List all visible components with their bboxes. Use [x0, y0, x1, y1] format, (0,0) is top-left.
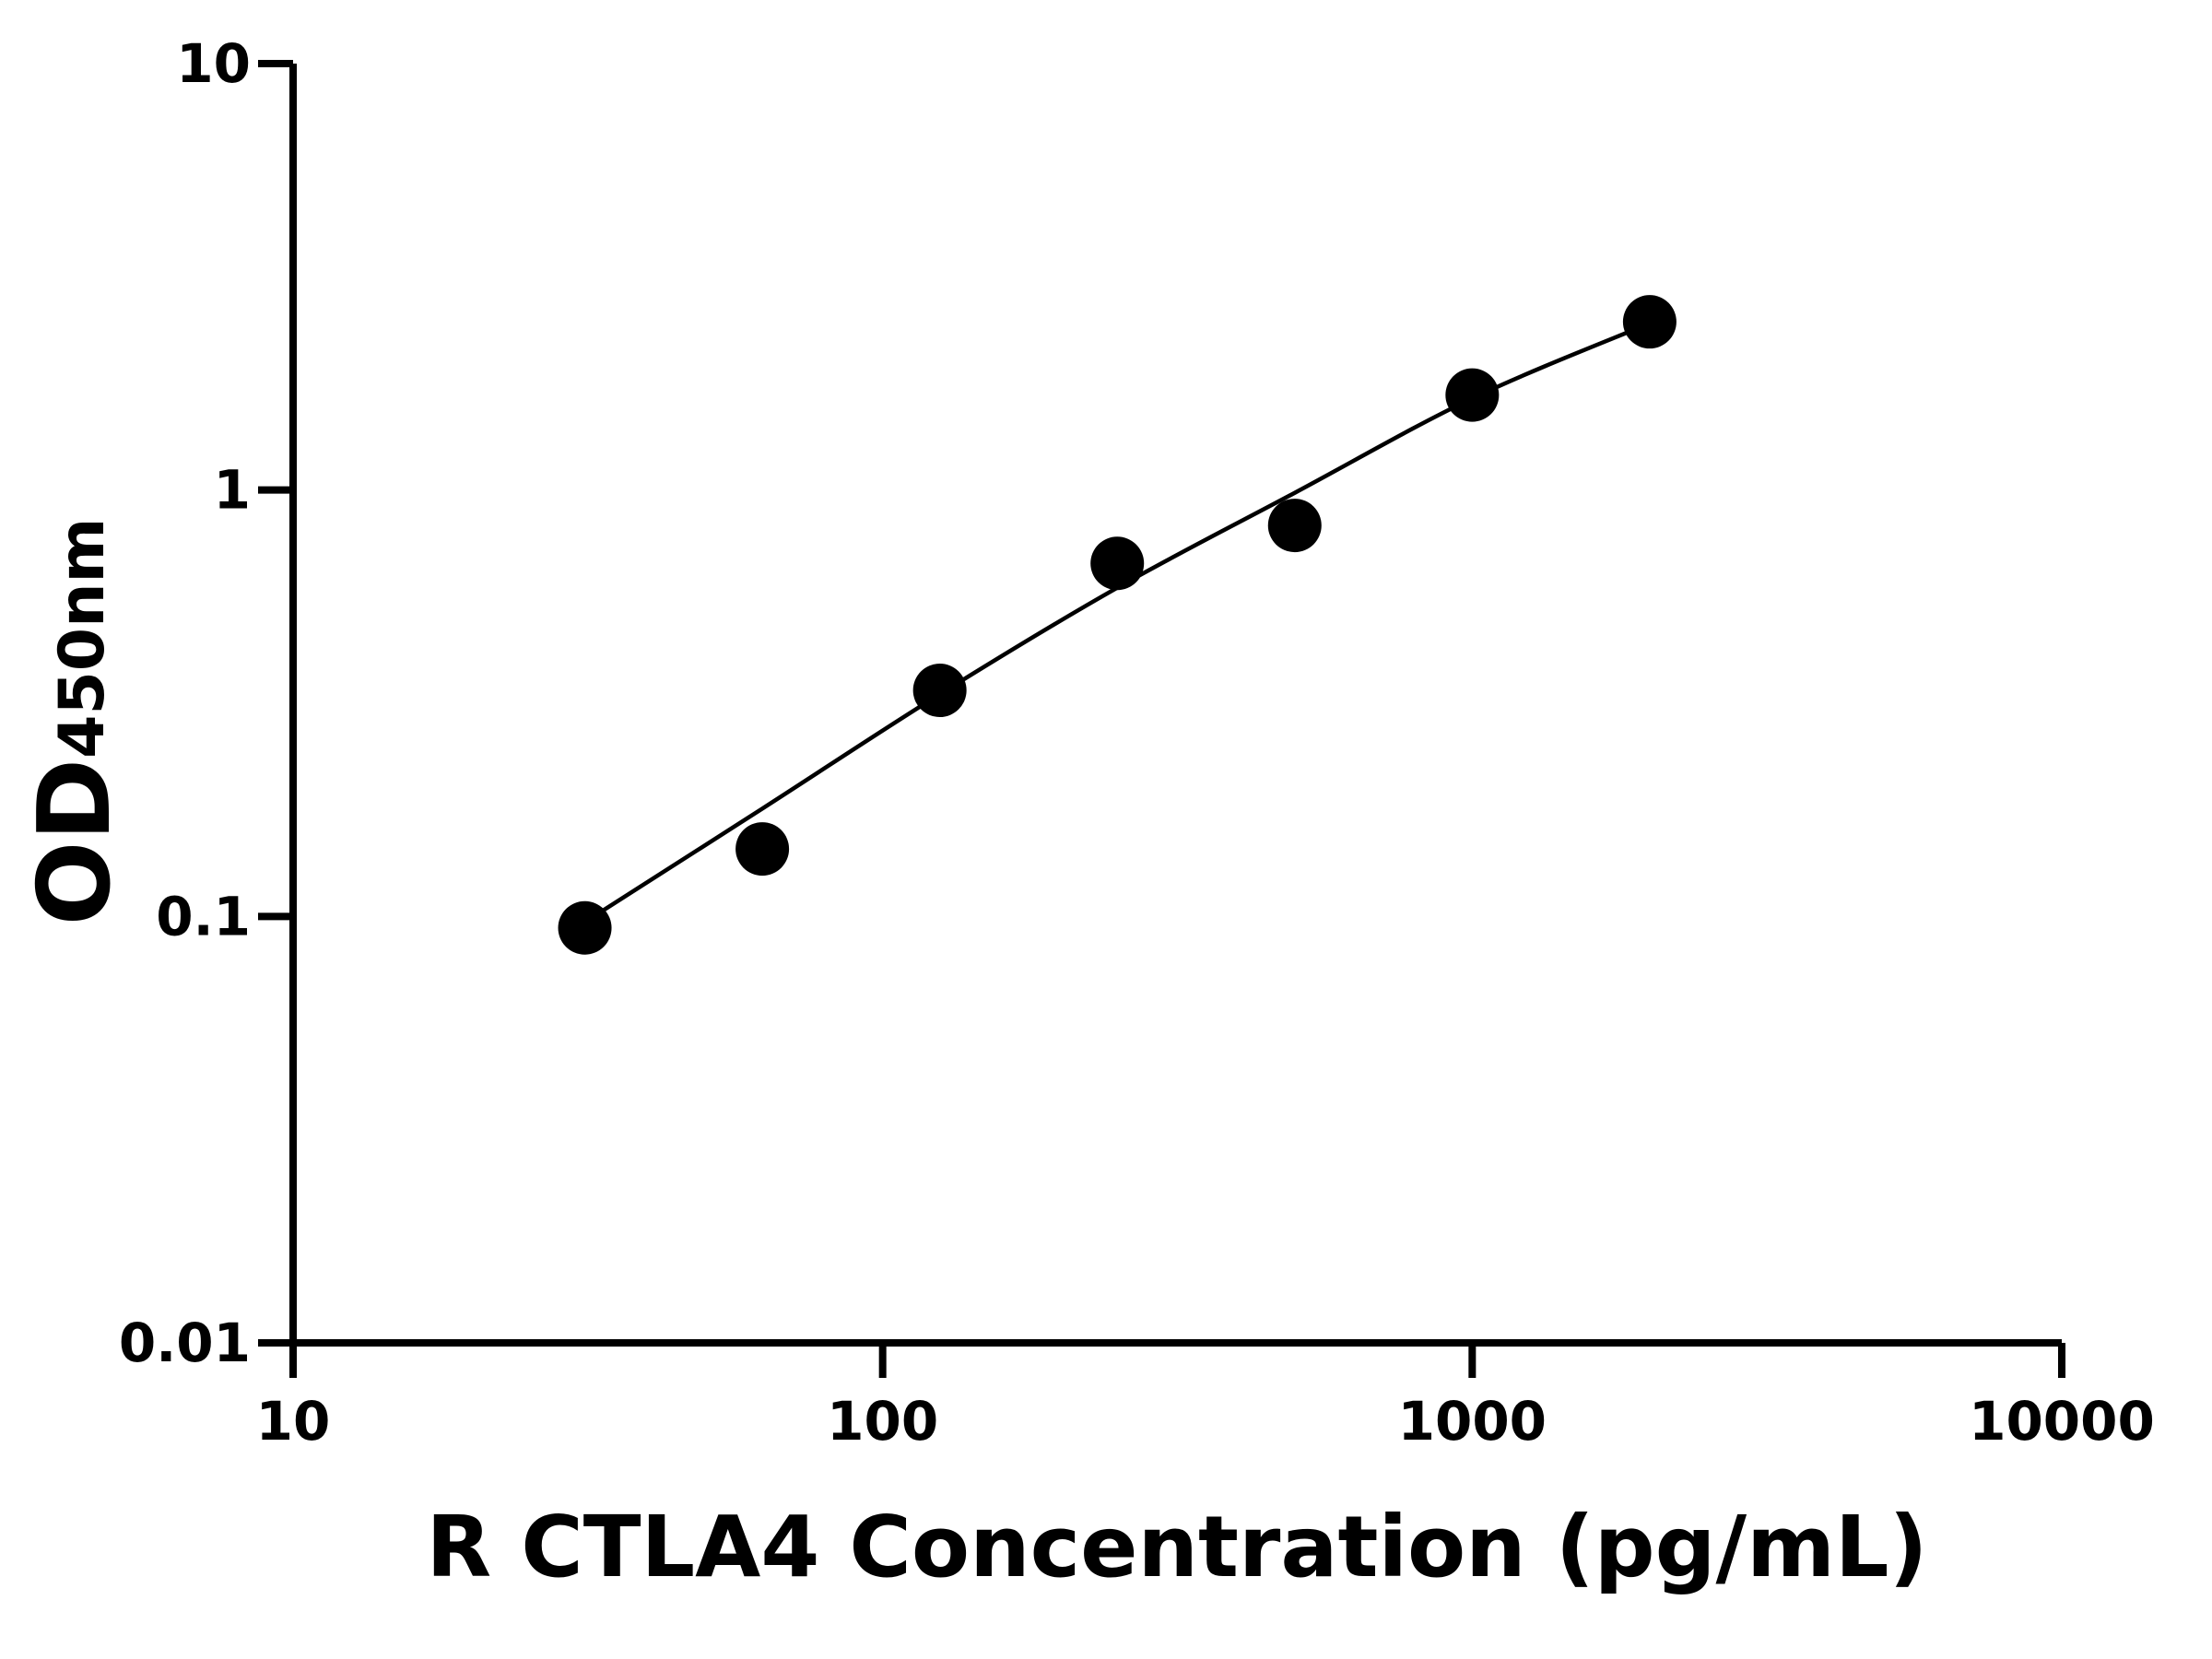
y-tick-label: 0.01 [119, 1312, 251, 1374]
data-point [1267, 499, 1322, 553]
y-axis-title: OD450nm [18, 518, 133, 926]
y-axis-title-main: OD [18, 759, 133, 925]
data-point [912, 664, 967, 718]
data-point [1622, 295, 1677, 349]
y-tick-label: 1 [214, 459, 251, 522]
x-tick-label: 10000 [1969, 1390, 2155, 1453]
data-point [558, 900, 612, 955]
x-axis-title: R CTLA4 Concentration (pg/mL) [426, 1498, 1927, 1596]
data-point [1090, 536, 1145, 591]
x-tick-label: 10 [256, 1390, 331, 1453]
x-tick-label: 1000 [1398, 1390, 1547, 1453]
data-point [1445, 368, 1500, 422]
y-tick-label: 0.1 [156, 885, 251, 947]
y-axis-title-sub: 450nm [46, 518, 119, 759]
x-tick-label: 100 [827, 1390, 938, 1453]
y-tick-label: 10 [176, 32, 251, 95]
data-point [735, 822, 790, 877]
